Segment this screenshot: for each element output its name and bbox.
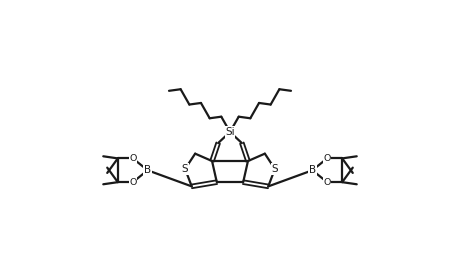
Text: Si: Si — [225, 127, 234, 137]
Text: O: O — [129, 154, 136, 163]
Text: O: O — [323, 178, 330, 187]
Text: S: S — [181, 164, 188, 174]
Text: S: S — [271, 164, 278, 174]
Text: B: B — [308, 165, 315, 175]
Text: O: O — [129, 178, 136, 187]
Text: O: O — [323, 154, 330, 163]
Text: B: B — [144, 165, 151, 175]
